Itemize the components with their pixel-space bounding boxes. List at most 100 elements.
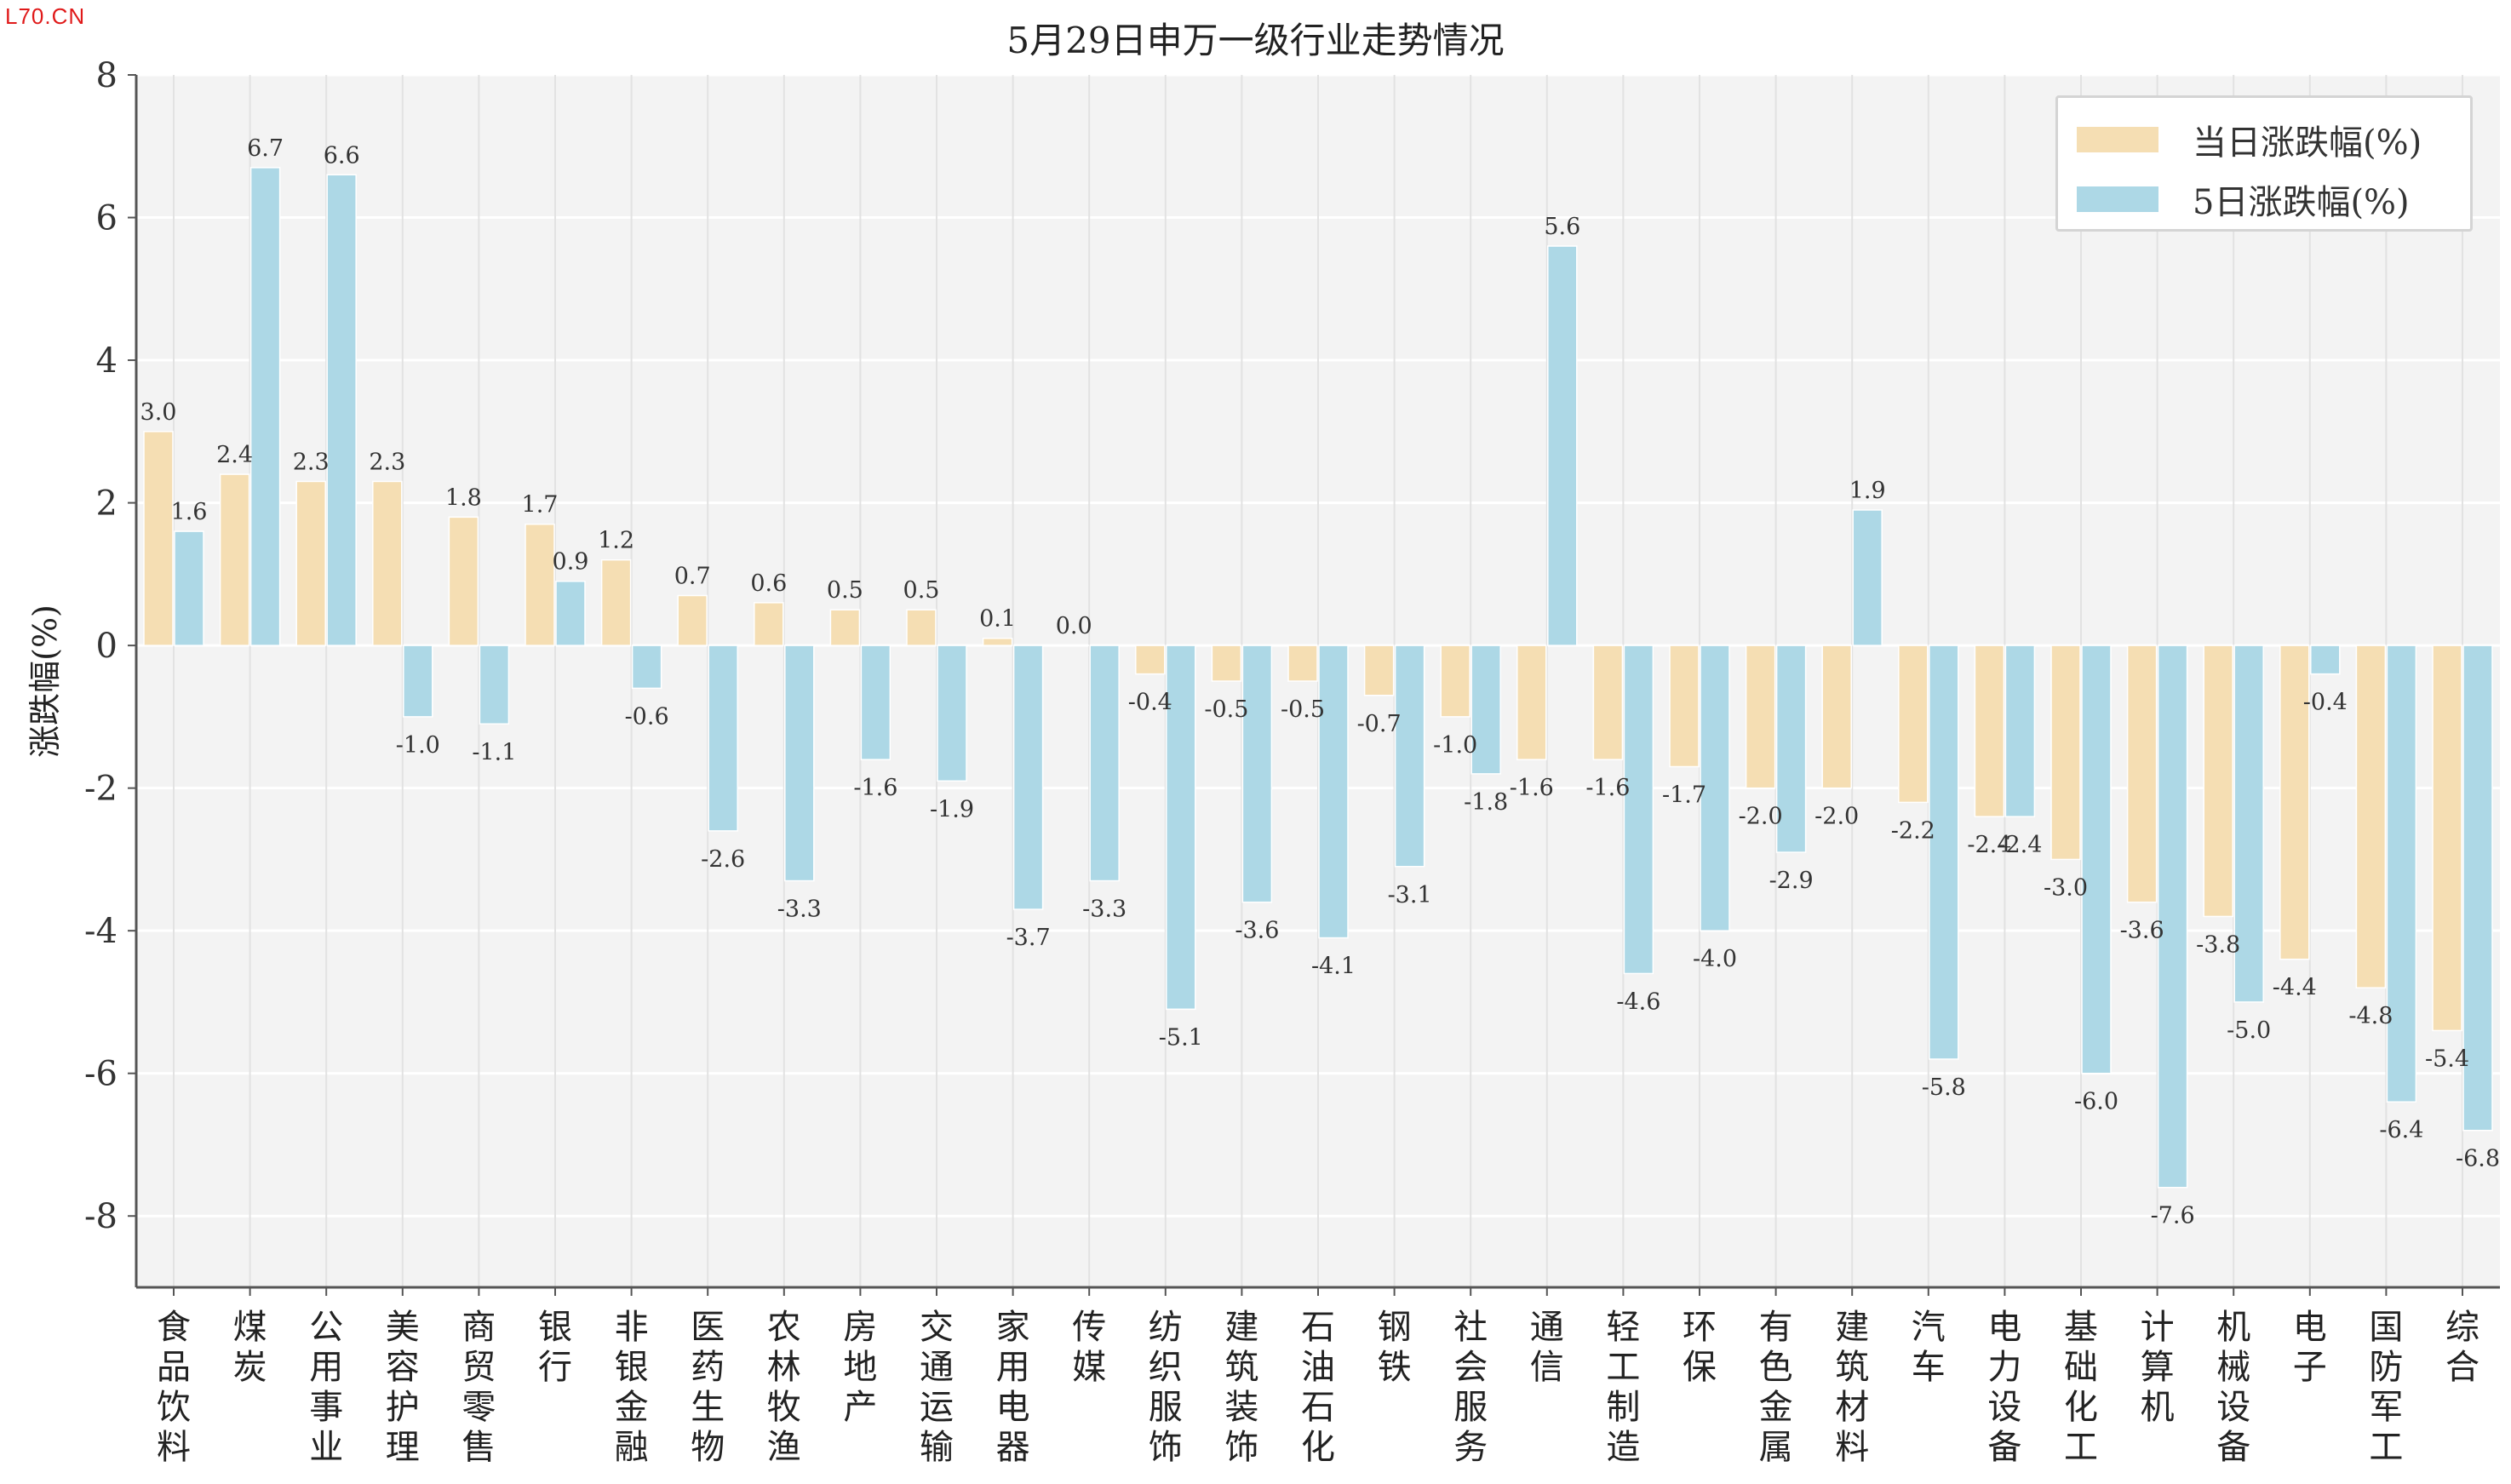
bar-daily [1211, 645, 1242, 682]
bar-5day [1166, 645, 1196, 1011]
bar-daily [295, 480, 326, 646]
bar-5day [1089, 645, 1120, 882]
bar-5day [937, 645, 967, 782]
x-tick-label: 有色金属 [1759, 1308, 1793, 1467]
bar-5day [708, 645, 738, 832]
bar-daily [677, 594, 708, 646]
x-tick-label: 石油石化 [1301, 1308, 1335, 1467]
legend-swatch-daily [2077, 127, 2158, 152]
data-label-daily: -2.2 [1891, 817, 1935, 844]
data-label-daily: 0.5 [827, 577, 863, 604]
bar-5day [1700, 645, 1730, 931]
x-tick-label: 环保 [1683, 1308, 1717, 1387]
bar-daily [448, 516, 479, 646]
bar-daily [1745, 645, 1776, 789]
y-tick-label: 8 [96, 56, 118, 95]
data-label-5day: -4.1 [1311, 954, 1356, 980]
legend-label-daily: 当日涨跌幅(%) [2193, 123, 2422, 163]
data-label-daily: -2.0 [1739, 804, 1783, 830]
data-label-5day: 1.6 [171, 499, 208, 525]
legend-item-daily: 当日涨跌幅(%) [2077, 115, 2422, 164]
bar-daily [1363, 645, 1395, 696]
data-label-5day: -2.6 [701, 846, 745, 873]
data-label-5day: -1.9 [930, 796, 974, 822]
data-label-daily: -0.7 [1357, 711, 1402, 737]
chart-title: 5月29日申万一级行业走势情况 [1006, 20, 1505, 61]
data-label-daily: -0.5 [1281, 696, 1325, 723]
data-label-daily: 2.4 [216, 442, 253, 468]
data-label-5day: -0.6 [625, 703, 669, 730]
bar-5day [1775, 645, 1807, 853]
data-label-daily: -5.4 [2425, 1046, 2469, 1072]
x-tick-label: 农林牧渔 [767, 1308, 801, 1467]
data-label-5day: -6.8 [2456, 1146, 2500, 1172]
x-tick-label: 通信 [1530, 1308, 1564, 1387]
x-tick-label: 机械设备 [2216, 1308, 2250, 1467]
bar-daily [1898, 645, 1929, 804]
data-label-5day: -6.4 [2379, 1117, 2423, 1143]
x-tick-label: 公用事业 [309, 1308, 343, 1467]
y-tick-label: -8 [84, 1197, 118, 1236]
bar-5day [2081, 645, 2112, 1074]
bar-5day [2233, 645, 2264, 1003]
bar-5day [860, 645, 891, 760]
bar-daily [2203, 645, 2233, 918]
bar-5day [403, 645, 433, 718]
bar-5day [2310, 645, 2341, 675]
bar-daily [2432, 645, 2462, 1032]
data-label-5day: -3.3 [1082, 897, 1127, 923]
data-label-5day: 0.9 [553, 549, 589, 576]
data-label-daily: -1.0 [1433, 732, 1477, 759]
data-label-5day: -5.8 [1922, 1074, 1966, 1101]
bar-daily [1440, 645, 1470, 718]
x-tick-label: 房地产 [843, 1308, 877, 1427]
data-label-5day: -3.1 [1388, 882, 1432, 908]
bar-5day [1318, 645, 1349, 939]
x-tick-label: 国防军工 [2369, 1308, 2403, 1467]
data-label-daily: -4.8 [2348, 1003, 2393, 1029]
bar-5day [555, 580, 586, 646]
data-label-daily: -2.4 [1967, 832, 2011, 858]
bar-5day [1852, 509, 1883, 646]
bar-daily [1821, 645, 1852, 789]
bar-5day [1623, 645, 1654, 975]
x-tick-label: 煤炭 [233, 1308, 267, 1387]
data-label-5day: -3.7 [1006, 925, 1051, 951]
x-tick-label: 钢铁 [1378, 1308, 1412, 1387]
y-tick-label: 2 [96, 484, 118, 524]
x-tick-label: 建筑装饰 [1224, 1308, 1258, 1467]
data-label-daily: -2.0 [1814, 804, 1859, 830]
data-label-5day: -1.0 [396, 732, 440, 759]
data-label-5day: 5.6 [1544, 214, 1580, 240]
y-tick-label: -6 [84, 1055, 118, 1094]
bar-5day [784, 645, 815, 882]
data-label-5day: -7.6 [2151, 1203, 2195, 1229]
watermark-logo: L70.CN [5, 3, 86, 29]
x-tick-label: 汽车 [1912, 1308, 1946, 1387]
x-tick-label: 美容护理 [386, 1308, 420, 1467]
data-label-5day: 1.9 [1849, 478, 1886, 504]
bar-5day [326, 174, 357, 646]
y-ticks-layer: 8 6 4 2 0 -2 -4 -6 -8 [84, 56, 136, 1236]
legend-label-5day: 5日涨跌幅(%) [2193, 183, 2410, 222]
bar-daily [2126, 645, 2158, 903]
data-label-daily: -0.4 [1128, 690, 1172, 716]
data-label-5day: -3.3 [777, 897, 822, 923]
bar-5day [2004, 645, 2036, 817]
bar-5day [1547, 245, 1578, 646]
bar-daily [1669, 645, 1700, 768]
data-label-daily: 0.5 [903, 577, 940, 604]
y-tick-label: -2 [84, 770, 118, 809]
data-label-5day: -5.1 [1159, 1024, 1203, 1051]
x-tick-label: 计算机 [2141, 1308, 2175, 1427]
data-label-5day: -6.0 [2074, 1089, 2118, 1115]
data-label-daily: 2.3 [369, 449, 405, 475]
bar-5day [174, 530, 204, 646]
data-label-daily: -1.6 [1585, 775, 1630, 801]
bar-daily [600, 559, 632, 646]
data-label-daily: -3.0 [2044, 874, 2088, 901]
x-tick-label: 轻工制造 [1606, 1308, 1640, 1467]
value-labels-layer: 3.0 2.4 2.3 2.3 1.8 1.7 1.2 0.7 0.6 0.5 0.5 0.1 0.0 -… [140, 135, 2501, 1229]
data-label-5day: -5.0 [2227, 1017, 2271, 1044]
